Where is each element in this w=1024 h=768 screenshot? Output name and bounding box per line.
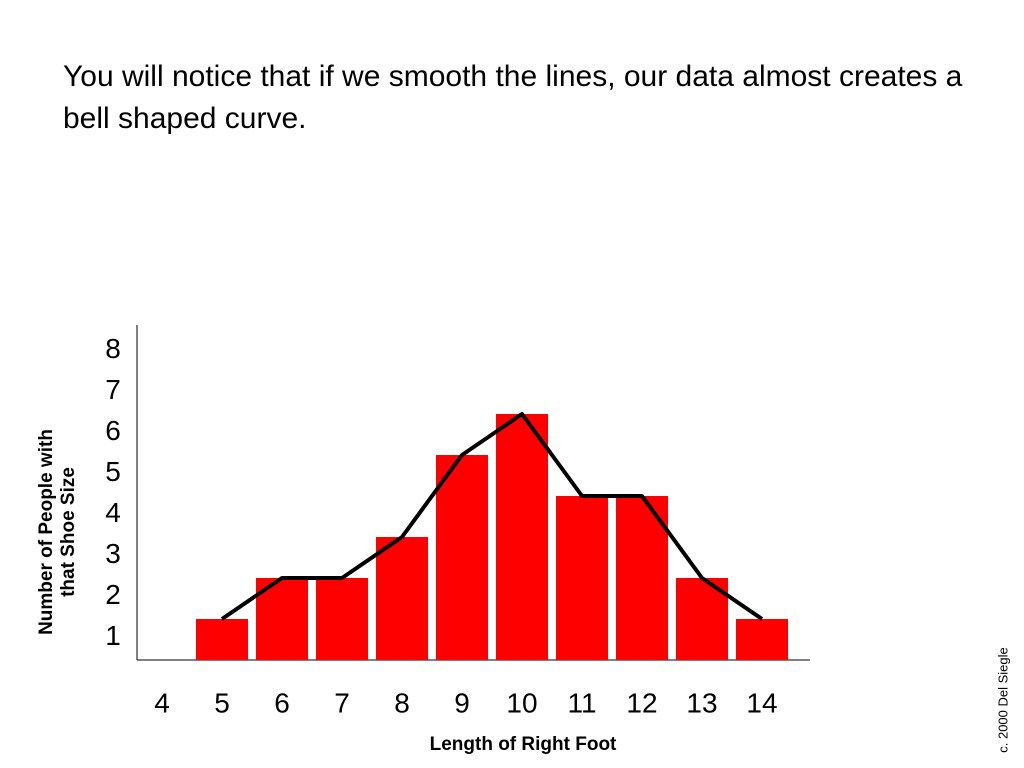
x-tick-label: 10 xyxy=(506,687,537,718)
bar xyxy=(316,578,368,660)
y-tick-label: 1 xyxy=(105,620,121,651)
y-tick-label: 6 xyxy=(105,415,121,446)
x-axis-label: Length of Right Foot xyxy=(430,734,617,755)
x-tick-label: 11 xyxy=(567,687,596,718)
intro-text: You will notice that if we smooth the li… xyxy=(63,60,963,135)
credit: c. 2000 Del Siegle xyxy=(995,647,1010,753)
bar xyxy=(556,496,608,660)
x-tick-label: 4 xyxy=(154,687,170,718)
x-tick-label: 9 xyxy=(454,687,470,718)
bar xyxy=(496,414,548,660)
x-tick-label: 13 xyxy=(686,687,717,718)
x-tick-label: 14 xyxy=(746,687,777,718)
y-tick-label: 2 xyxy=(105,579,121,610)
y-tick-label: 5 xyxy=(105,456,121,487)
y-tick-label: 8 xyxy=(105,333,121,364)
x-tick-label: 6 xyxy=(274,687,290,718)
bar xyxy=(376,537,428,660)
y-tick-label: 7 xyxy=(105,374,121,405)
y-axis-label: Number of People with that Shoe Size xyxy=(36,429,79,635)
bar xyxy=(196,619,248,660)
x-tick-label: 5 xyxy=(214,687,230,718)
x-tick-label: 8 xyxy=(394,687,410,718)
bar xyxy=(616,496,668,660)
bar xyxy=(736,619,788,660)
y-tick-label: 4 xyxy=(105,497,121,528)
bar xyxy=(436,455,488,660)
x-tick-label: 12 xyxy=(626,687,657,718)
y-axis-label-line: Number of People with xyxy=(36,429,57,635)
trend-line xyxy=(220,412,764,621)
x-tick-label: 7 xyxy=(334,687,350,718)
y-axis-label-line: that Shoe Size xyxy=(58,467,79,597)
y-tick-label: 3 xyxy=(105,538,121,569)
